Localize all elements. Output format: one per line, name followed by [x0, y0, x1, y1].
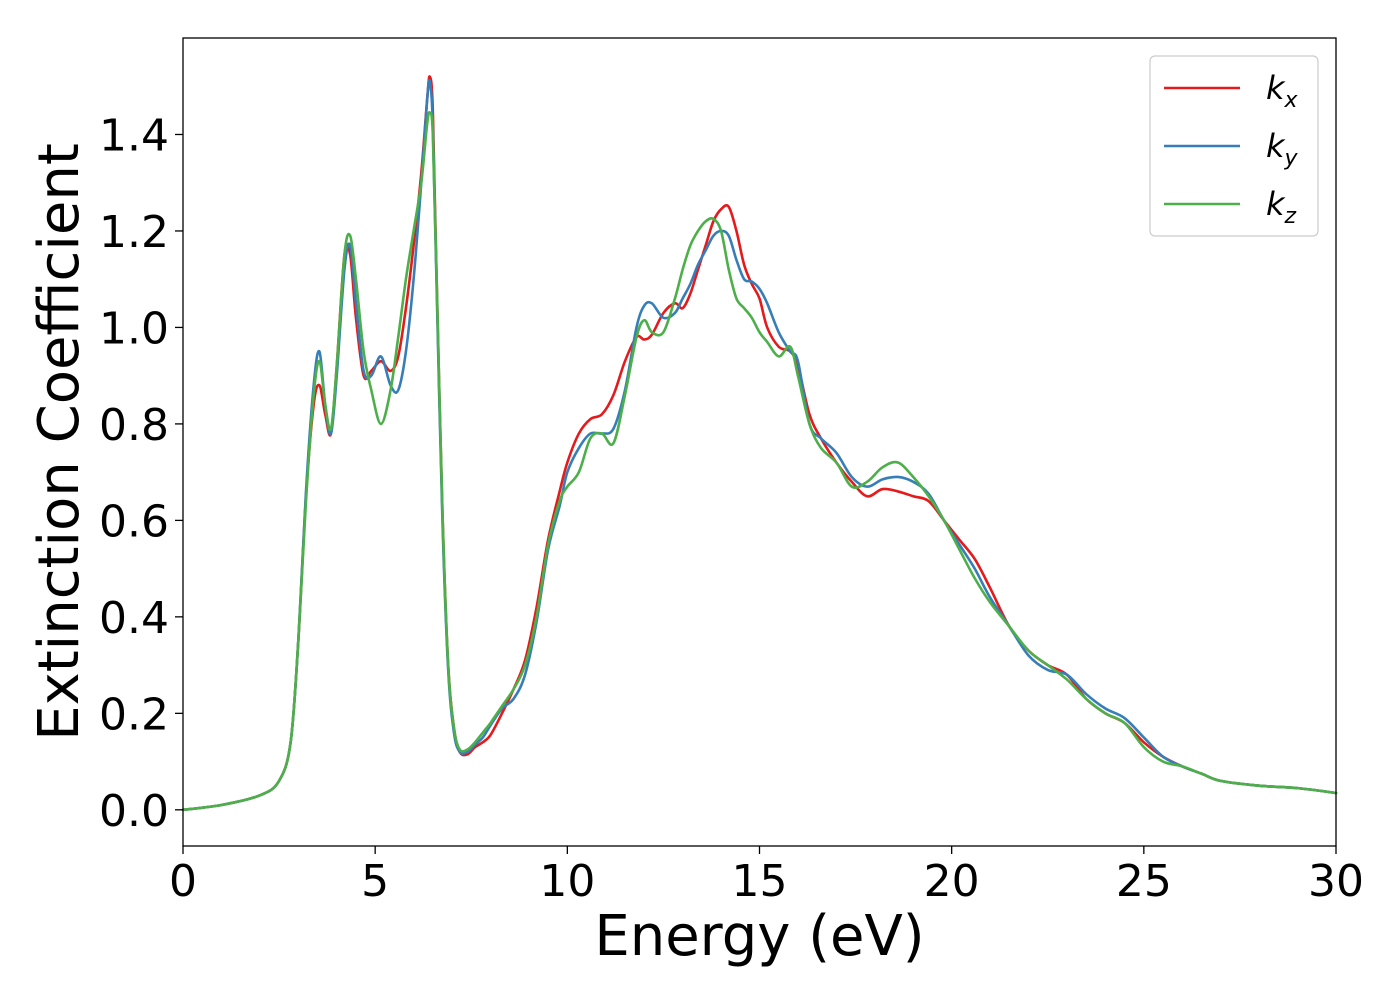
x-tick-label: 15 — [732, 856, 788, 907]
series-layer — [181, 75, 1338, 812]
x-tick-label: 30 — [1308, 856, 1364, 907]
x-tick-label: 20 — [924, 856, 980, 907]
x-axis: 0 5 10 15 20 25 30 — [169, 846, 1364, 907]
y-tick-label: 0.0 — [99, 786, 169, 837]
y-tick-label: 0.8 — [99, 400, 169, 451]
y-tick-label: 0.4 — [99, 593, 169, 644]
x-tick-label: 10 — [539, 856, 595, 907]
x-tick-label: 5 — [361, 856, 389, 907]
y-tick-label: 0.2 — [99, 689, 169, 740]
y-tick-label: 0.6 — [99, 496, 169, 547]
y-tick-label: 1.2 — [99, 207, 169, 258]
x-axis-title: Energy (eV) — [594, 904, 924, 969]
y-tick-label: 1.0 — [99, 303, 169, 354]
x-tick-label: 0 — [169, 856, 197, 907]
series-line-kz — [181, 111, 1338, 812]
y-axis-title: Extinction Coefficient — [27, 143, 92, 741]
y-axis: 0.0 0.2 0.4 0.6 0.8 1.0 1.2 1.4 — [99, 110, 183, 837]
series-line-ky — [181, 79, 1338, 812]
x-tick-label: 25 — [1116, 856, 1172, 907]
y-tick-label: 1.4 — [99, 110, 169, 161]
